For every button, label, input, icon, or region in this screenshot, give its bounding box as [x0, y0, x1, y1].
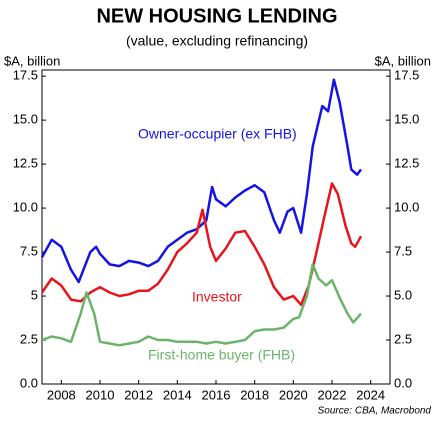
series-label: Investor — [192, 289, 242, 305]
x-tick-label: 2016 — [202, 387, 231, 402]
y-tick-label: 15.0 — [13, 112, 38, 127]
y-tick-label: 12.5 — [13, 156, 38, 171]
series-line — [40, 78, 363, 284]
y-tick-label: 2.5 — [20, 331, 38, 346]
x-tick-label: 2022 — [318, 387, 347, 402]
x-tick-label: 2018 — [240, 387, 269, 402]
y2-tick-label: 7.5 — [394, 244, 412, 259]
y2-tick-label: 5.0 — [394, 287, 412, 302]
source: Source: CBA, Macrobond — [318, 406, 432, 417]
x-tick-label: 2010 — [86, 387, 115, 402]
y-tick-label: 17.5 — [13, 68, 38, 83]
x-tick-label: 2014 — [163, 387, 192, 402]
y2-tick-label: 15.0 — [394, 112, 419, 127]
y-axis-label: $A, billion — [4, 53, 60, 68]
plot-frame — [41, 69, 391, 385]
series-label: First-home buyer (FHB) — [148, 347, 295, 363]
chart-subtitle: (value, excluding refinancing) — [126, 33, 308, 49]
y-tick-label: 5 — [31, 287, 38, 302]
y2-tick-label: 2.5 — [394, 331, 412, 346]
chart-title: NEW HOUSING LENDING — [96, 5, 337, 27]
y-tick-label: 7.5 — [20, 244, 38, 259]
x-tick-label: 2020 — [279, 387, 308, 402]
y2-tick-label: 17.5 — [394, 68, 419, 83]
y2-axis-label: $A, billion — [375, 53, 431, 68]
series-line — [40, 182, 363, 307]
y2-tick-label: 12.5 — [394, 156, 419, 171]
y-tick-label: 10.0 — [13, 200, 38, 215]
x-tick-label: 2012 — [124, 387, 153, 402]
y2-tick-label: 0.0 — [394, 375, 412, 390]
x-tick-label: 2024 — [356, 387, 385, 402]
y2-tick-label: 10.0 — [394, 200, 419, 215]
series-line — [41, 263, 362, 347]
series-label: Owner-occupier (ex FHB) — [138, 126, 297, 142]
y-tick-label: 0.0 — [20, 375, 38, 390]
x-tick-label: 2008 — [47, 387, 76, 402]
